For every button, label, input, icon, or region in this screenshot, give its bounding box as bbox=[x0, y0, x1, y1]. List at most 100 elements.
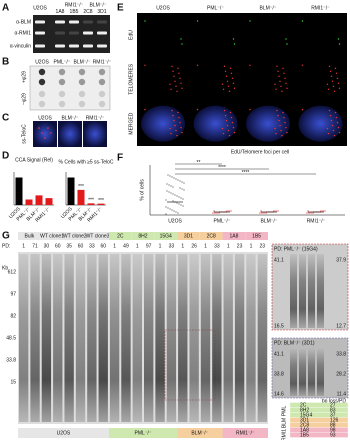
point bbox=[175, 211, 177, 213]
focus bbox=[231, 121, 234, 124]
nucleus bbox=[141, 105, 185, 142]
point bbox=[277, 210, 279, 212]
band bbox=[69, 31, 79, 35]
bar bbox=[87, 203, 95, 205]
band bbox=[69, 44, 79, 48]
focus bbox=[301, 20, 304, 22]
row-label: EdU bbox=[128, 30, 134, 40]
focus bbox=[175, 85, 177, 88]
marker-label: 48.5 bbox=[6, 335, 16, 341]
point bbox=[213, 210, 215, 212]
lane bbox=[290, 254, 297, 328]
marker-label: 28.2 bbox=[336, 371, 346, 377]
focus bbox=[276, 65, 278, 68]
focus bbox=[285, 126, 287, 129]
focus bbox=[180, 38, 182, 40]
column-header: U2OS bbox=[156, 5, 170, 11]
category-label: BLM⁻/⁻ bbox=[261, 218, 278, 224]
focus bbox=[224, 114, 227, 117]
focus bbox=[277, 114, 279, 117]
header-bg bbox=[40, 232, 64, 240]
focus bbox=[170, 88, 172, 91]
band bbox=[55, 20, 65, 24]
focus bbox=[301, 108, 304, 111]
band bbox=[55, 31, 65, 35]
bar bbox=[25, 199, 33, 205]
focus bbox=[281, 90, 283, 93]
point bbox=[177, 212, 179, 214]
group-bar bbox=[108, 428, 178, 438]
point bbox=[259, 212, 261, 214]
significance: ** bbox=[197, 160, 201, 166]
point bbox=[169, 175, 171, 177]
lane-header: 1B5 bbox=[252, 233, 261, 239]
focus bbox=[170, 132, 172, 135]
band bbox=[35, 20, 45, 24]
point bbox=[307, 210, 309, 212]
pd-value: 71 bbox=[32, 243, 38, 249]
band bbox=[83, 20, 93, 24]
focus bbox=[331, 80, 334, 83]
point bbox=[172, 193, 174, 195]
focus bbox=[274, 83, 276, 86]
table-row bbox=[289, 422, 349, 428]
focus bbox=[276, 109, 278, 112]
header-bg bbox=[245, 232, 268, 240]
point bbox=[182, 198, 184, 200]
point bbox=[171, 209, 173, 211]
panel-label: A bbox=[2, 3, 9, 14]
focus bbox=[233, 87, 236, 90]
pd-value: 23 bbox=[260, 243, 266, 249]
table-cell: 126 bbox=[330, 417, 339, 423]
row-label: TELOMERES bbox=[128, 63, 134, 95]
pd-value: 33 bbox=[214, 243, 220, 249]
focus bbox=[333, 134, 336, 137]
dot bbox=[98, 90, 106, 98]
band bbox=[97, 31, 107, 35]
point bbox=[180, 204, 182, 206]
focus bbox=[278, 119, 280, 122]
pd-value: 1 bbox=[113, 243, 116, 249]
focus bbox=[50, 132, 52, 134]
lane bbox=[98, 254, 108, 422]
column-header: RMI1⁻/⁻ bbox=[93, 59, 112, 65]
focus bbox=[334, 111, 337, 114]
table-row bbox=[289, 417, 349, 423]
table-group: RMI1 bbox=[281, 429, 287, 440]
lane bbox=[308, 348, 315, 396]
lane bbox=[64, 254, 74, 422]
dot bbox=[78, 90, 86, 98]
pd-value: 1 bbox=[227, 243, 230, 249]
focus bbox=[332, 129, 335, 132]
column-header: U2OS bbox=[35, 59, 49, 65]
focus bbox=[47, 127, 49, 129]
axis-label: % of cells bbox=[139, 179, 145, 201]
focus bbox=[226, 80, 229, 83]
lane bbox=[212, 254, 222, 422]
group-label: U2OS bbox=[57, 430, 71, 436]
focus bbox=[279, 124, 281, 127]
point bbox=[226, 210, 228, 212]
micrograph bbox=[83, 121, 107, 147]
dot bbox=[38, 68, 46, 76]
focus bbox=[249, 64, 251, 67]
nucleus bbox=[246, 105, 290, 142]
focus bbox=[329, 114, 332, 117]
focus bbox=[331, 124, 334, 127]
focus bbox=[229, 67, 232, 70]
focus bbox=[41, 132, 43, 134]
dot bbox=[38, 100, 46, 108]
lane-header: 15G4 bbox=[160, 233, 172, 239]
column-header: U2OS bbox=[38, 115, 52, 121]
focus bbox=[275, 88, 277, 91]
table-cell: 1A8 bbox=[300, 427, 309, 433]
point bbox=[306, 212, 308, 214]
focus bbox=[225, 119, 228, 122]
pd-value: 1 bbox=[136, 243, 139, 249]
focus bbox=[179, 77, 181, 80]
point bbox=[175, 178, 177, 180]
chart-title: CCA Signal (Rel) bbox=[15, 157, 53, 163]
point bbox=[216, 212, 218, 214]
pd-value: 1 bbox=[250, 243, 253, 249]
focus bbox=[144, 64, 146, 67]
